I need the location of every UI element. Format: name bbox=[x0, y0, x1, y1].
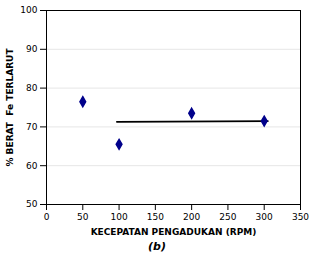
svg-text:60: 60 bbox=[26, 161, 38, 171]
svg-text:250: 250 bbox=[219, 212, 236, 222]
svg-text:50: 50 bbox=[26, 199, 38, 209]
svg-text:100: 100 bbox=[110, 212, 127, 222]
svg-text:100: 100 bbox=[20, 5, 37, 15]
svg-text:90: 90 bbox=[26, 44, 38, 54]
svg-text:% BERAT Fe TERLARUT: % BERAT Fe TERLARUT bbox=[5, 48, 15, 167]
svg-text:50: 50 bbox=[77, 212, 89, 222]
svg-text:0: 0 bbox=[44, 212, 50, 222]
svg-text:200: 200 bbox=[183, 212, 200, 222]
svg-text:KECEPATAN PENGADUKAN (RPM): KECEPATAN PENGADUKAN (RPM) bbox=[91, 227, 257, 237]
svg-text:80: 80 bbox=[26, 83, 38, 93]
svg-text:70: 70 bbox=[26, 122, 38, 132]
svg-text:150: 150 bbox=[147, 212, 164, 222]
html-text:(b): (b) bbox=[148, 240, 166, 253]
svg-text:350: 350 bbox=[292, 212, 309, 222]
svg-text:300: 300 bbox=[256, 212, 273, 222]
